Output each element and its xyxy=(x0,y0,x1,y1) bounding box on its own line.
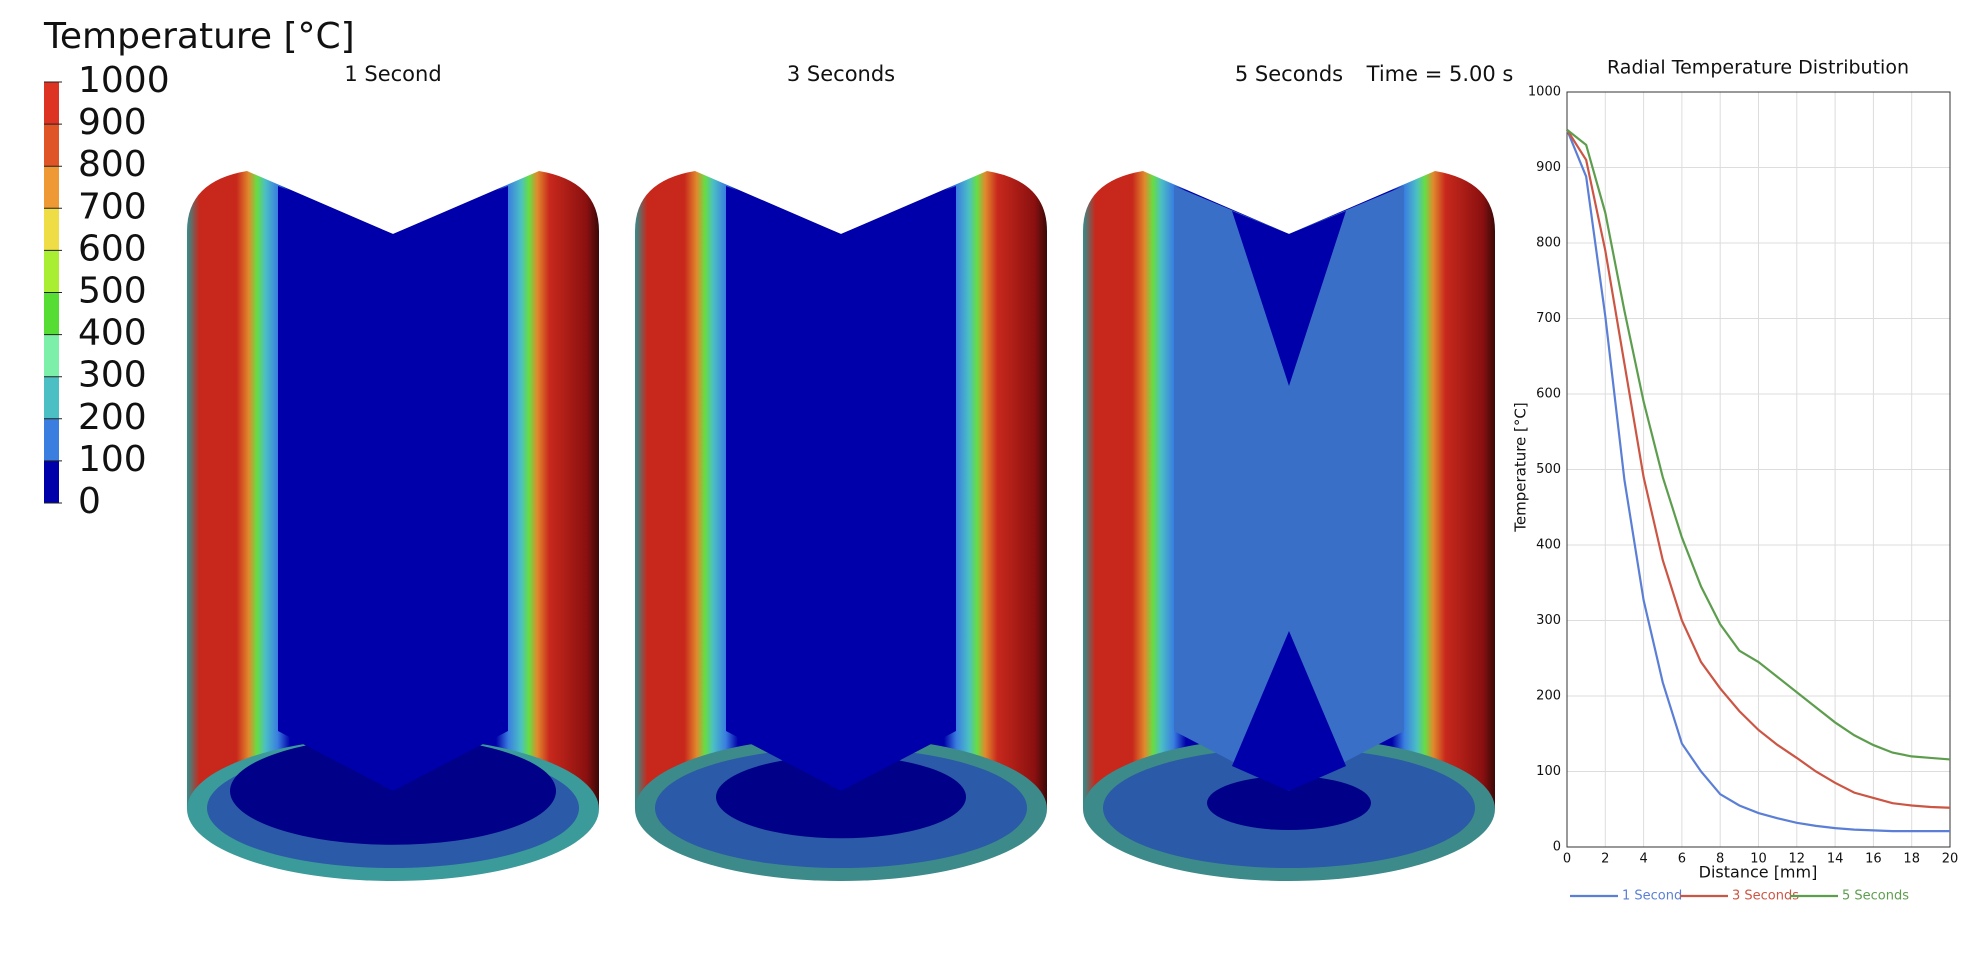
cut-face xyxy=(726,186,956,791)
colorbar-tick-label: 100 xyxy=(78,439,147,480)
colorbar-tick-label: 1000 xyxy=(78,60,170,101)
y-tick-label: 0 xyxy=(1553,840,1561,855)
x-tick-label: 8 xyxy=(1716,852,1724,867)
y-tick-label: 1000 xyxy=(1528,85,1561,100)
cylinder xyxy=(635,171,1047,881)
x-tick-label: 4 xyxy=(1639,852,1647,867)
cut-face xyxy=(278,186,508,791)
cylinder xyxy=(1083,171,1495,881)
x-tick-label: 2 xyxy=(1601,852,1609,867)
legend-label: 1 Second xyxy=(1622,889,1682,904)
colorbar-segment xyxy=(44,418,59,461)
y-tick-label: 700 xyxy=(1536,311,1561,326)
colorbar-tick-label: 800 xyxy=(78,144,147,185)
colorbar-tick-label: 300 xyxy=(78,355,147,396)
colorbar-title: Temperature [°C] xyxy=(43,16,355,57)
x-axis-label: Distance [mm] xyxy=(1699,863,1818,882)
y-tick-label: 200 xyxy=(1536,689,1561,704)
x-tick-label: 12 xyxy=(1789,852,1806,867)
colorbar-segment xyxy=(44,208,59,251)
y-tick-label: 800 xyxy=(1536,236,1561,251)
y-tick-label: 400 xyxy=(1536,538,1561,553)
colorbar-tick-label: 400 xyxy=(78,313,147,354)
colorbar-segment xyxy=(44,334,59,377)
x-tick-label: 16 xyxy=(1865,852,1882,867)
x-tick-label: 18 xyxy=(1903,852,1920,867)
y-tick-label: 100 xyxy=(1536,764,1561,779)
time-label: Time = 5.00 s xyxy=(1366,62,1514,86)
colorbar-segment xyxy=(44,250,59,293)
series-line xyxy=(1566,129,1951,809)
bottom-core xyxy=(1207,775,1371,831)
y-tick-label: 600 xyxy=(1536,387,1561,402)
colorbar-tick-label: 0 xyxy=(78,481,101,522)
cut-face xyxy=(1174,186,1404,791)
colorbar-tick-label: 700 xyxy=(78,186,147,227)
panel-label: 5 Seconds xyxy=(1235,62,1343,86)
colorbar-segment xyxy=(44,292,59,335)
cold-core xyxy=(1232,211,1346,386)
x-tick-label: 10 xyxy=(1750,852,1767,867)
y-tick-label: 900 xyxy=(1536,160,1561,175)
cylinder xyxy=(187,171,599,881)
x-tick-label: 6 xyxy=(1678,852,1686,867)
y-tick-label: 300 xyxy=(1536,613,1561,628)
series-line xyxy=(1566,128,1951,761)
chart-title: Radial Temperature Distribution xyxy=(1607,57,1909,79)
x-tick-label: 20 xyxy=(1942,852,1959,867)
y-tick-label: 500 xyxy=(1536,462,1561,477)
series-line xyxy=(1565,129,1950,833)
colorbar-tick-label: 500 xyxy=(78,271,147,312)
legend-label: 5 Seconds xyxy=(1842,889,1909,904)
colorbar-tick-label: 200 xyxy=(78,397,147,438)
panel-label: 3 Seconds xyxy=(787,62,895,86)
colorbar-segment xyxy=(44,82,59,125)
y-axis-label: Temperature [°C] xyxy=(1512,402,1530,532)
colorbar-segment xyxy=(44,460,59,503)
bottom-core xyxy=(716,755,966,839)
colorbar-tick-label: 900 xyxy=(78,102,147,143)
colorbar-segment xyxy=(44,166,59,209)
legend-label: 3 Seconds xyxy=(1732,889,1799,904)
colorbar-segment xyxy=(44,124,59,167)
plot-frame xyxy=(1566,91,1951,848)
colorbar-segment xyxy=(44,376,59,419)
cold-core xyxy=(1232,631,1346,791)
x-tick-label: 0 xyxy=(1563,852,1571,867)
x-tick-label: 14 xyxy=(1827,852,1844,867)
panel-label: 1 Second xyxy=(344,62,441,86)
colorbar-tick-label: 600 xyxy=(78,228,147,269)
